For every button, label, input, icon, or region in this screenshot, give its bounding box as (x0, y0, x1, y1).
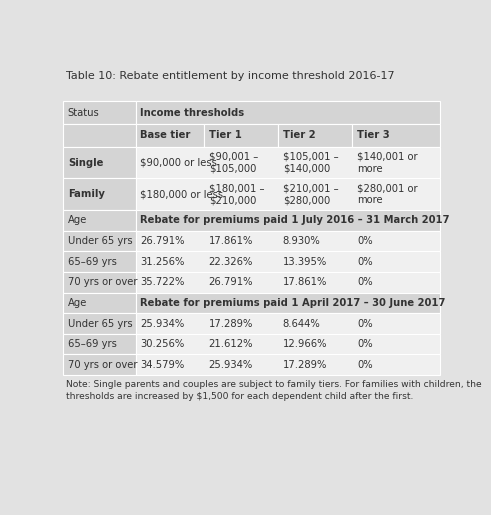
Text: 26.791%: 26.791% (140, 236, 185, 246)
Text: 0%: 0% (357, 318, 373, 329)
Polygon shape (63, 334, 136, 354)
Text: Tier 2: Tier 2 (283, 130, 315, 141)
Text: Age: Age (68, 298, 87, 308)
Text: 17.289%: 17.289% (283, 360, 327, 370)
Text: 70 yrs or over: 70 yrs or over (68, 277, 137, 287)
Polygon shape (136, 124, 204, 147)
Text: Under 65 yrs: Under 65 yrs (68, 236, 133, 246)
Polygon shape (278, 124, 353, 147)
Polygon shape (204, 124, 278, 147)
Polygon shape (63, 354, 136, 375)
Text: 0%: 0% (357, 277, 373, 287)
Text: Under 65 yrs: Under 65 yrs (68, 318, 133, 329)
Text: $180,001 –
$210,000: $180,001 – $210,000 (209, 183, 264, 205)
Polygon shape (353, 124, 440, 147)
Text: 31.256%: 31.256% (140, 256, 185, 267)
Text: 65–69 yrs: 65–69 yrs (68, 339, 117, 349)
Text: 30.256%: 30.256% (140, 339, 185, 349)
Polygon shape (136, 101, 440, 124)
Text: 8.930%: 8.930% (283, 236, 321, 246)
Text: Note: Single parents and couples are subject to family tiers. For families with : Note: Single parents and couples are sub… (66, 380, 482, 401)
Text: Age: Age (68, 215, 87, 226)
Text: $90,000 or less: $90,000 or less (140, 158, 217, 167)
Text: 35.722%: 35.722% (140, 277, 185, 287)
Text: 0%: 0% (357, 339, 373, 349)
Text: 70 yrs or over: 70 yrs or over (68, 360, 137, 370)
Text: 22.326%: 22.326% (209, 256, 253, 267)
Text: Family: Family (68, 189, 105, 199)
Text: 0%: 0% (357, 360, 373, 370)
Text: 25.934%: 25.934% (140, 318, 185, 329)
Text: $180,000 or less: $180,000 or less (140, 189, 223, 199)
Polygon shape (63, 251, 136, 272)
Polygon shape (136, 354, 440, 375)
Polygon shape (136, 293, 440, 313)
Polygon shape (63, 210, 136, 231)
Text: Status: Status (68, 108, 100, 118)
Text: 17.861%: 17.861% (209, 236, 253, 246)
Text: $105,001 –
$140,000: $105,001 – $140,000 (283, 151, 338, 174)
Text: 34.579%: 34.579% (140, 360, 185, 370)
Text: 65–69 yrs: 65–69 yrs (68, 256, 117, 267)
Text: Base tier: Base tier (140, 130, 191, 141)
Text: 17.861%: 17.861% (283, 277, 327, 287)
Text: $280,001 or
more: $280,001 or more (357, 183, 418, 205)
Text: 0%: 0% (357, 256, 373, 267)
Text: $90,001 –
$105,000: $90,001 – $105,000 (209, 151, 258, 174)
Text: Rebate for premiums paid 1 April 2017 – 30 June 2017: Rebate for premiums paid 1 April 2017 – … (140, 298, 445, 308)
Text: 21.612%: 21.612% (209, 339, 253, 349)
Text: $140,001 or
more: $140,001 or more (357, 151, 418, 174)
Polygon shape (136, 251, 440, 272)
Polygon shape (63, 293, 136, 313)
Polygon shape (63, 178, 136, 210)
Polygon shape (63, 147, 136, 178)
Text: $210,001 –
$280,000: $210,001 – $280,000 (283, 183, 338, 205)
Text: 25.934%: 25.934% (209, 360, 253, 370)
Polygon shape (63, 124, 136, 147)
Polygon shape (63, 231, 136, 251)
Polygon shape (63, 272, 136, 293)
Text: Table 10: Rebate entitlement by income threshold 2016-17: Table 10: Rebate entitlement by income t… (66, 71, 395, 80)
Text: Income thresholds: Income thresholds (140, 108, 244, 118)
Text: 26.791%: 26.791% (209, 277, 253, 287)
Text: 17.289%: 17.289% (209, 318, 253, 329)
Polygon shape (136, 147, 440, 178)
Text: Tier 3: Tier 3 (357, 130, 390, 141)
Text: Single: Single (68, 158, 103, 167)
Text: 13.395%: 13.395% (283, 256, 327, 267)
Text: 0%: 0% (357, 236, 373, 246)
Text: 8.644%: 8.644% (283, 318, 321, 329)
Text: Rebate for premiums paid 1 July 2016 – 31 March 2017: Rebate for premiums paid 1 July 2016 – 3… (140, 215, 450, 226)
Polygon shape (136, 231, 440, 251)
Polygon shape (136, 334, 440, 354)
Text: Tier 1: Tier 1 (209, 130, 242, 141)
Polygon shape (136, 313, 440, 334)
Polygon shape (136, 178, 440, 210)
Polygon shape (136, 210, 440, 231)
Polygon shape (136, 272, 440, 293)
Text: 12.966%: 12.966% (283, 339, 327, 349)
Polygon shape (63, 313, 136, 334)
Polygon shape (63, 101, 136, 124)
